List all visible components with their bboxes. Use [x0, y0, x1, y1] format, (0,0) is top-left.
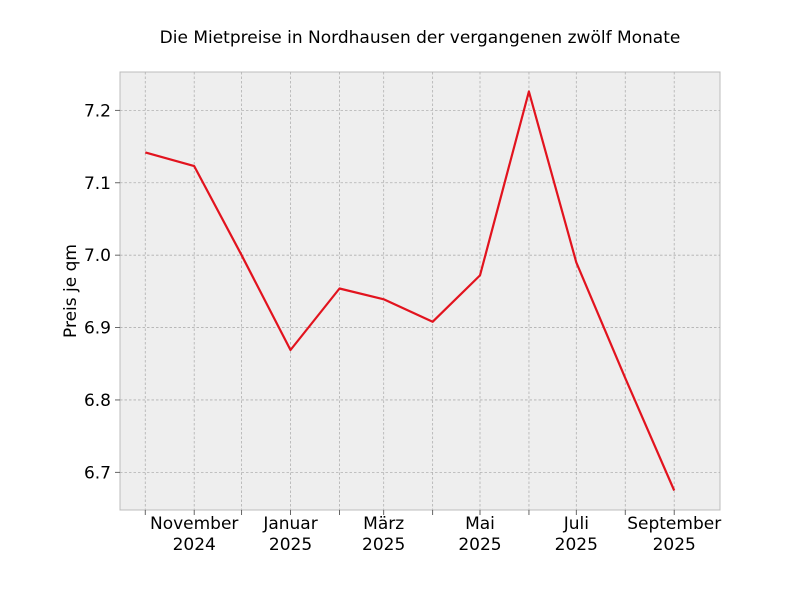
y-tick-label: 6.7: [84, 463, 111, 483]
chart-title: Die Mietpreise in Nordhausen der vergang…: [160, 28, 681, 48]
x-tick-label-month: September: [627, 514, 721, 534]
x-tick-label-month: Januar: [262, 514, 317, 534]
x-tick-label-year: 2025: [555, 535, 598, 555]
tick-labels: 6.76.86.97.07.17.2November2024Januar2025…: [84, 101, 721, 555]
x-tick-label-month: Mai: [465, 514, 495, 534]
y-axis-label: Preis je qm: [61, 244, 81, 338]
x-tick-label-year: 2025: [362, 535, 405, 555]
plot-area: [119, 71, 721, 511]
x-tick-label-month: März: [363, 514, 404, 534]
y-tick-label: 7.1: [84, 174, 111, 194]
x-tick-label-month: Juli: [563, 514, 589, 534]
y-tick-label: 7.2: [84, 101, 111, 121]
x-tick-label-year: 2025: [653, 535, 696, 555]
axis-ticks: [115, 109, 675, 515]
x-tick-label-year: 2024: [173, 535, 216, 555]
x-tick-label-month: November: [150, 514, 238, 534]
y-tick-label: 6.8: [84, 391, 111, 411]
x-tick-label-year: 2025: [458, 535, 501, 555]
y-tick-label: 7.0: [84, 246, 111, 266]
x-tick-label-year: 2025: [269, 535, 312, 555]
series: [145, 90, 676, 491]
y-tick-label: 6.9: [84, 319, 111, 339]
series-line: [145, 90, 676, 491]
grid: [120, 72, 720, 510]
